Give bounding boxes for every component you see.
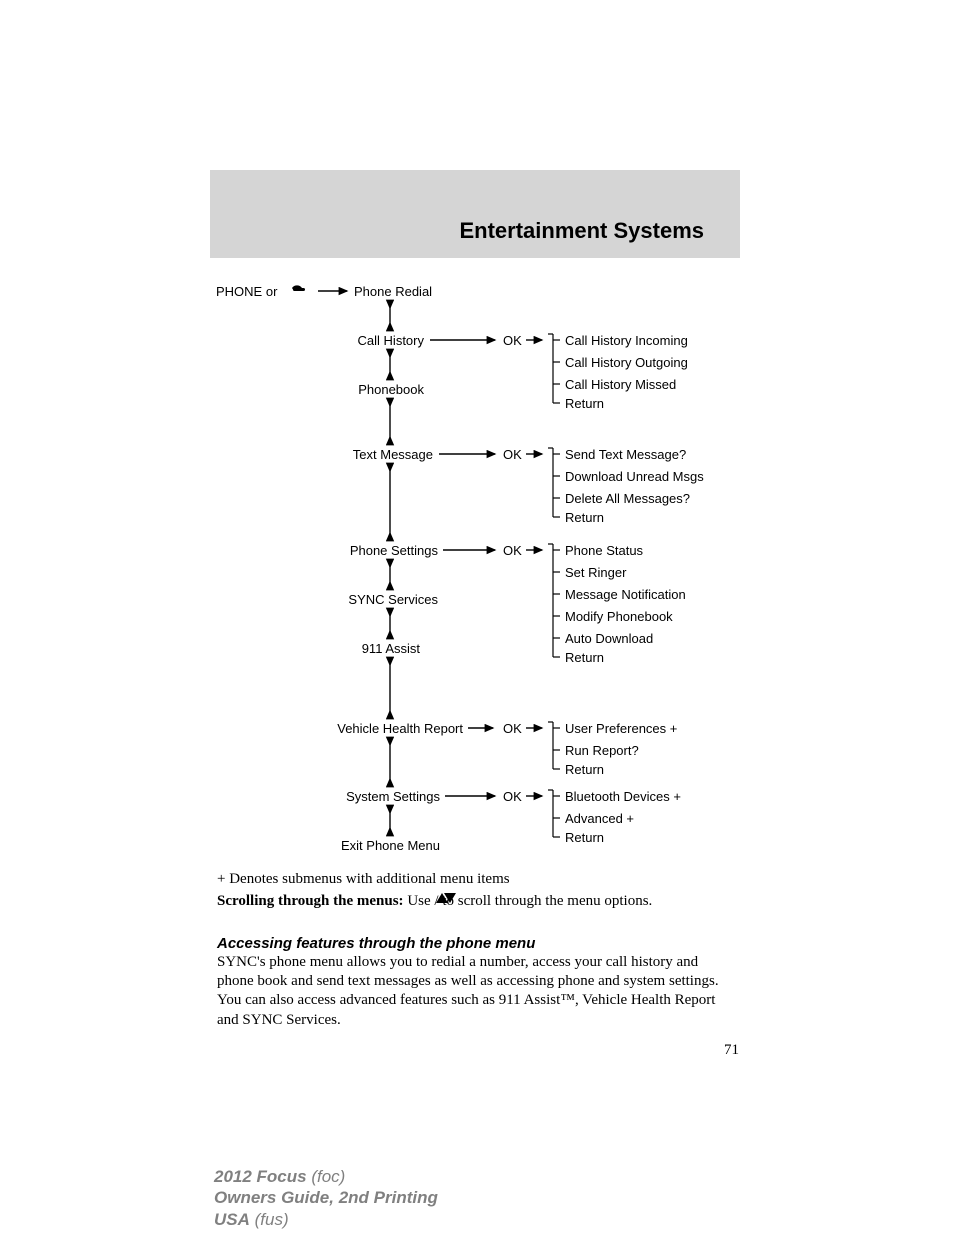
sub-delete-all: Delete All Messages? [565, 491, 690, 506]
sub-return: Return [565, 650, 604, 665]
menu-phonebook: Phonebook [358, 382, 424, 397]
section-title: Entertainment Systems [459, 218, 704, 244]
menu-system-settings: System Settings [346, 789, 440, 804]
sub-return: Return [565, 830, 604, 845]
triangle-down-icon [442, 892, 458, 904]
sub-call-history-outgoing: Call History Outgoing [565, 355, 688, 370]
footer-code-1: (foc) [307, 1167, 346, 1186]
sub-bluetooth-devices: Bluetooth Devices + [565, 789, 681, 804]
scroll-tail: to scroll through the menu options. [442, 893, 652, 909]
menu-phone-settings: Phone Settings [350, 543, 438, 558]
footer-block: 2012 Focus (foc) Owners Guide, 2nd Print… [214, 1166, 438, 1230]
sub-call-history-missed: Call History Missed [565, 377, 676, 392]
ok-label: OK [503, 333, 522, 348]
menu-exit-phone: Exit Phone Menu [341, 838, 440, 853]
sub-heading: Accessing features through the phone men… [217, 934, 737, 953]
footer-region: USA [214, 1210, 250, 1229]
sub-user-preferences: User Preferences + [565, 721, 677, 736]
sub-modify-phonebook: Modify Phonebook [565, 609, 673, 624]
ok-label: OK [503, 447, 522, 462]
sub-download-unread: Download Unread Msgs [565, 469, 704, 484]
menu-sync-services: SYNC Services [348, 592, 438, 607]
menu-flow-diagram: PHONE or Phone Redial Call History Phone… [210, 278, 740, 858]
scroll-bold: Scrolling through the menus: [217, 893, 404, 909]
sub-auto-download: Auto Download [565, 631, 653, 646]
sub-set-ringer: Set Ringer [565, 565, 626, 580]
submenu-note: + Denotes submenus with additional menu … [217, 870, 737, 889]
sub-phone-status: Phone Status [565, 543, 643, 558]
sub-call-history-incoming: Call History Incoming [565, 333, 688, 348]
page-number: 71 [724, 1042, 739, 1059]
footer-line-2: Owners Guide, 2nd Printing [214, 1187, 438, 1208]
sub-return: Return [565, 396, 604, 411]
sub-advanced: Advanced + [565, 811, 634, 826]
diagram-root-prefix: PHONE or [216, 284, 277, 299]
body-paragraph: SYNC's phone menu allows you to redial a… [217, 953, 737, 1030]
menu-911-assist: 911 Assist [362, 641, 420, 656]
footer-line-1: 2012 Focus (foc) [214, 1166, 438, 1187]
ok-label: OK [503, 721, 522, 736]
menu-call-history: Call History [358, 333, 424, 348]
footer-model: 2012 Focus [214, 1167, 307, 1186]
sub-run-report: Run Report? [565, 743, 639, 758]
ok-label: OK [503, 543, 522, 558]
menu-vehicle-health-report: Vehicle Health Report [337, 721, 463, 736]
ok-label: OK [503, 789, 522, 804]
sub-return: Return [565, 510, 604, 525]
sub-return: Return [565, 762, 604, 777]
menu-phone-redial: Phone Redial [354, 284, 432, 299]
sub-msg-notification: Message Notification [565, 587, 686, 602]
footer-code-2: (fus) [250, 1210, 289, 1229]
section-header: Entertainment Systems [210, 170, 740, 258]
scroll-mid: Use [404, 893, 435, 909]
scroll-instructions: Scrolling through the menus: Use / to sc… [217, 892, 737, 911]
footer-line-3: USA (fus) [214, 1209, 438, 1230]
menu-text-message: Text Message [353, 447, 433, 462]
sub-send-text: Send Text Message? [565, 447, 686, 462]
